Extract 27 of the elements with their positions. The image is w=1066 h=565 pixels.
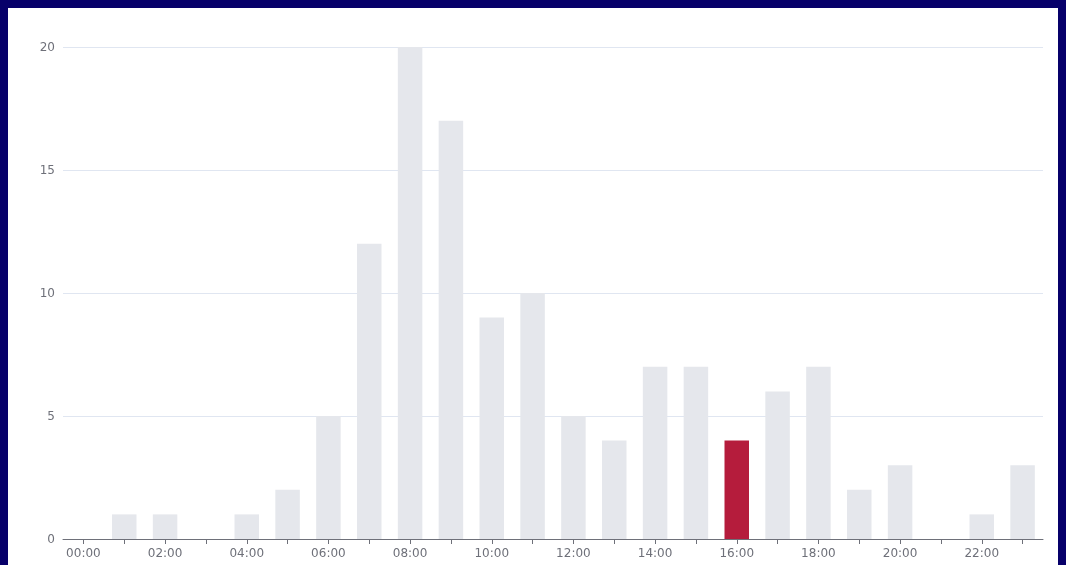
bar: [602, 440, 627, 539]
x-tick-label: 06:00: [311, 546, 346, 560]
x-tick-label: 10:00: [474, 546, 510, 560]
y-tick-label: 5: [47, 409, 55, 423]
bar: [1010, 465, 1035, 539]
bar: [887, 465, 913, 539]
x-tick-label: 14:00: [637, 546, 673, 560]
y-tick-label: 20: [39, 40, 55, 54]
bar: [152, 514, 178, 539]
x-tick-label: 00:00: [66, 546, 101, 560]
bar: [112, 514, 137, 539]
bar: [847, 489, 872, 539]
x-tick-label: 02:00: [147, 546, 183, 560]
x-tick-label: 08:00: [392, 546, 428, 560]
bar: [234, 514, 259, 539]
x-tick-label: 04:00: [229, 546, 265, 560]
x-tick-label: 16:00: [719, 546, 755, 560]
y-tick-label: 0: [47, 532, 55, 546]
bar: [724, 440, 749, 539]
y-tick-label: 10: [39, 286, 55, 300]
bar: [969, 514, 994, 539]
x-tick-label: 20:00: [882, 546, 918, 560]
x-tick-label: 18:00: [801, 546, 836, 560]
x-tick-label: 22:00: [964, 546, 1000, 560]
y-tick-label: 15: [39, 163, 55, 177]
bar: [275, 489, 300, 539]
x-tick-label: 12:00: [556, 546, 591, 560]
